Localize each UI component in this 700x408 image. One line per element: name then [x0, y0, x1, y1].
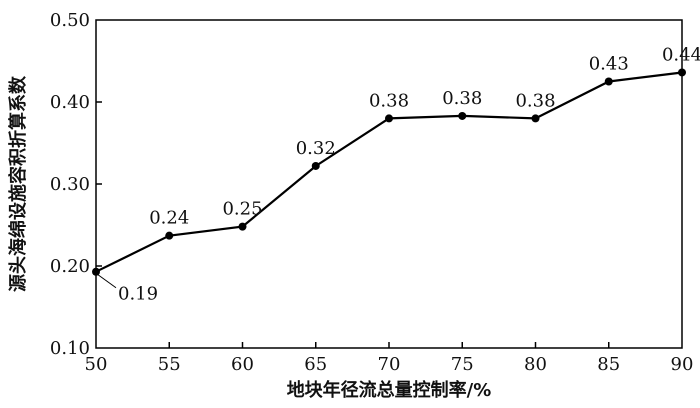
x-axis-title: 地块年径流总量控制率/% [287, 379, 492, 401]
data-label: 0.25 [222, 199, 262, 220]
x-axis: 50 55 60 65 70 75 80 85 90 [85, 342, 694, 375]
x-tick-label: 55 [158, 354, 181, 375]
data-label: 0.38 [369, 90, 409, 111]
data-label: 0.43 [589, 54, 629, 75]
data-point [311, 161, 320, 170]
data-point [458, 111, 467, 120]
y-tick-label: 0.10 [50, 338, 90, 359]
x-tick-label: 65 [304, 354, 327, 375]
data-label: 0.24 [149, 208, 189, 229]
y-tick-label: 0.30 [50, 174, 90, 195]
data-point [92, 267, 100, 276]
data-point [531, 114, 540, 123]
data-point [165, 231, 174, 240]
data-point [385, 114, 393, 123]
x-tick-label: 90 [671, 354, 694, 375]
y-tick-label: 0.20 [50, 256, 90, 277]
x-tick-label: 70 [378, 354, 401, 375]
data-point [604, 77, 613, 86]
data-label: 0.38 [442, 88, 482, 109]
data-point [678, 68, 686, 77]
data-label: 0.32 [296, 138, 336, 159]
data-point [238, 222, 247, 231]
y-tick-label: 0.40 [50, 92, 90, 113]
y-axis: 0.10 0.20 0.30 0.40 0.50 [50, 10, 102, 359]
x-tick-label: 80 [524, 354, 547, 375]
y-axis-title: 源头海绵设施容积折算系数 [7, 75, 29, 292]
x-tick-label: 50 [85, 354, 108, 375]
x-tick-label: 85 [597, 354, 620, 375]
y-tick-label: 0.50 [50, 10, 90, 31]
data-label: 0.38 [515, 90, 555, 111]
x-tick-label: 75 [451, 354, 474, 375]
data-label: 0.19 [118, 284, 158, 305]
data-label: 0.44 [662, 44, 700, 65]
label-leader [97, 274, 117, 289]
x-tick-label: 60 [231, 354, 254, 375]
series-layer: 0.19 0.24 0.25 0.32 0.38 0.38 0.38 0.43 0.44 [92, 44, 700, 305]
